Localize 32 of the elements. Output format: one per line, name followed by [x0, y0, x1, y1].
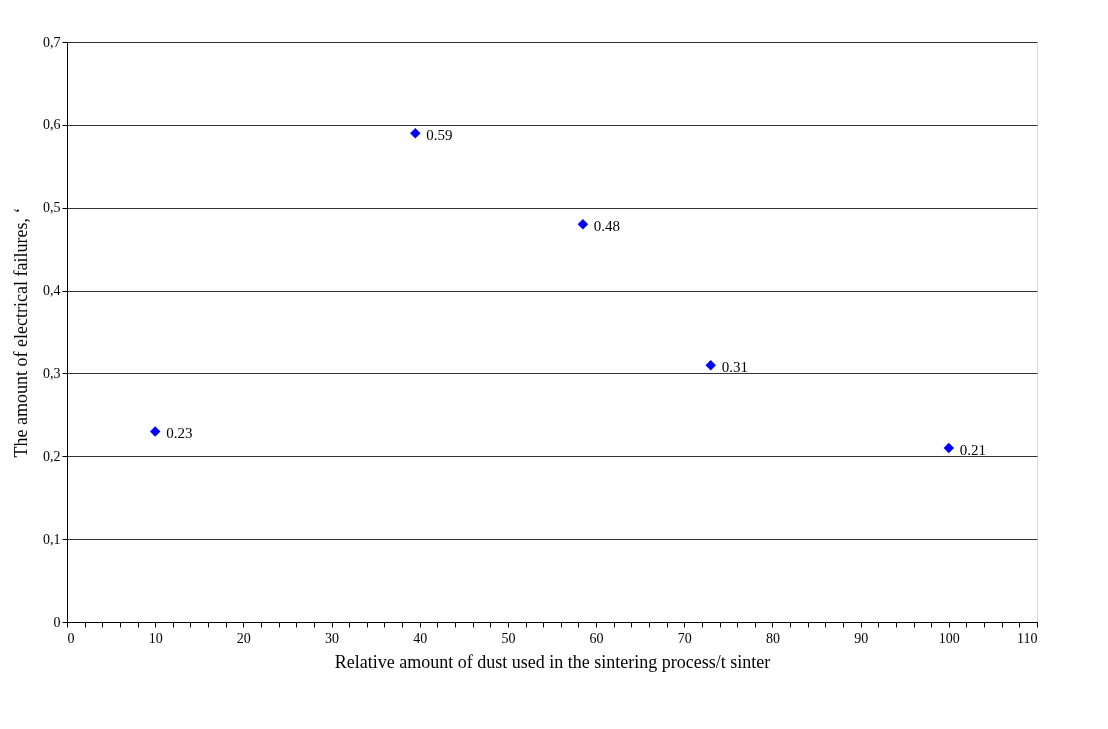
x-tick-label: 110: [1017, 630, 1038, 646]
point: [149, 426, 161, 437]
x-tick-label: 0: [67, 630, 75, 646]
data-label: 0.31: [721, 359, 748, 376]
y-tick-label: 0: [53, 614, 61, 630]
x-tick-label: 80: [765, 630, 780, 646]
x-tick-label: 70: [677, 630, 692, 646]
point: [577, 219, 589, 230]
y-tick-label: 0,7: [43, 34, 61, 50]
y-tick-label: 0,3: [43, 365, 61, 381]
x-tick-label: 100: [938, 630, 960, 646]
point: [705, 359, 716, 371]
data-label: 0.48: [593, 218, 621, 235]
x-tick-label: 90: [854, 630, 869, 646]
y-tick-label: 0,5: [43, 200, 61, 216]
x-tick-label: 30: [325, 630, 340, 646]
x-tick-label: 10: [148, 630, 163, 646]
y-tick-label: 0,1: [43, 531, 61, 547]
x-tick-label: 60: [589, 630, 604, 646]
y-tick-label: 0,6: [43, 117, 61, 133]
y-tick-label: 0,4: [43, 283, 61, 299]
x-tick-label: 50: [501, 630, 516, 646]
data-label: 0.23: [166, 425, 193, 442]
x-tick-label: 20: [236, 630, 251, 646]
data-label: 0.21: [959, 442, 987, 458]
y-tick-label: 0,2: [43, 448, 61, 464]
data-label: 0.59: [426, 127, 453, 144]
point: [410, 127, 421, 139]
point: [943, 442, 955, 454]
x-tick-label: 40: [413, 630, 428, 646]
y-axis-title: The amount of electrical failures, ‘: [11, 207, 31, 458]
x-axis-title: Relative amount of dust used in the sintering process/t sinter: [334, 651, 771, 672]
